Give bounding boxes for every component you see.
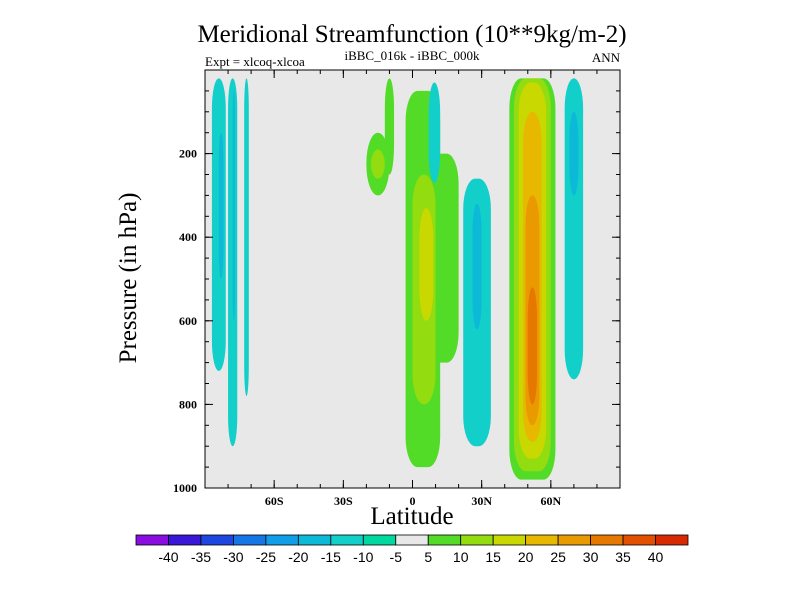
colorbar-swatch (427, 534, 462, 546)
x-tick-label: 60S (265, 494, 284, 508)
colorbar-swatch (492, 534, 527, 546)
contour-cell (244, 78, 249, 397)
colorbar-label: -25 (256, 549, 276, 565)
season-label: ANN (592, 50, 621, 65)
colorbar-label: 40 (648, 549, 664, 565)
colorbar-label: 5 (424, 549, 432, 565)
x-tick-label: 30N (471, 494, 492, 508)
contour-cell (384, 78, 395, 175)
contour-cell (371, 149, 385, 179)
contour-cell (569, 111, 579, 196)
colorbar-swatch (622, 534, 656, 546)
colorbar-label: 15 (485, 549, 501, 565)
colorbar-label: -5 (390, 549, 403, 565)
contour-cell (419, 207, 434, 321)
colorbar-label: -35 (191, 549, 211, 565)
colorbar-label: 10 (453, 549, 469, 565)
colorbar-label: -20 (288, 549, 308, 565)
experiment-label: Expt = xlcoq-xlcoa (205, 54, 305, 69)
x-tick-label: 30S (334, 494, 353, 508)
y-tick-label: 400 (179, 230, 197, 244)
colorbar-swatch (297, 534, 332, 546)
x-axis-label: Latitude (370, 503, 453, 530)
contour-cell (527, 287, 537, 405)
contour-cell (472, 203, 482, 330)
colorbar-swatch (168, 534, 202, 546)
colorbar-swatch (395, 534, 429, 546)
colorbar-swatch (557, 534, 591, 546)
axis-ticks: 60S 30S 0 30N 60N 200 400 600 800 1000 (173, 69, 621, 508)
colorbar: -40 -35 -30 -25 -20 -15 -10 -5 5 10 15 20 25 30 35 40 (135, 534, 689, 565)
colorbar-label: 25 (550, 549, 566, 565)
x-tick-label: 0 (410, 494, 416, 508)
colorbar-swatch (233, 534, 267, 546)
colorbar-swatch (135, 534, 169, 546)
y-tick-label: 200 (179, 147, 197, 161)
colorbar-swatch (525, 534, 559, 546)
y-tick-label: 600 (179, 314, 197, 328)
y-tick-label: 1000 (173, 481, 197, 495)
colorbar-label: -30 (223, 549, 243, 565)
contour-fill-group (211, 78, 584, 480)
contour-cell (232, 90, 235, 321)
colorbar-swatch (200, 534, 234, 546)
colorbar-label: -40 (158, 549, 178, 565)
colorbar-swatch (590, 534, 624, 546)
y-tick-label: 800 (179, 397, 197, 411)
colorbar-label: 35 (615, 549, 631, 565)
colorbar-swatch (460, 534, 494, 546)
y-axis-label: Pressure (in hPa) (115, 193, 142, 364)
colorbar-label: 20 (518, 549, 534, 565)
colorbar-swatch (330, 534, 364, 546)
colorbar-label: 30 (583, 549, 599, 565)
colorbar-swatch (265, 534, 299, 546)
contour-cell (428, 82, 441, 183)
x-tick-label: 60N (540, 494, 561, 508)
colorbar-swatch (655, 534, 689, 546)
contour-cell (218, 132, 224, 279)
colorbar-swatch (362, 534, 397, 546)
chart-subtitle: iBBC_016k - iBBC_000k (344, 48, 480, 63)
colorbar-label: -10 (353, 549, 373, 565)
chart-title: Meridional Streamfunction (10**9kg/m-2) (197, 21, 626, 48)
colorbar-label: -15 (321, 549, 341, 565)
